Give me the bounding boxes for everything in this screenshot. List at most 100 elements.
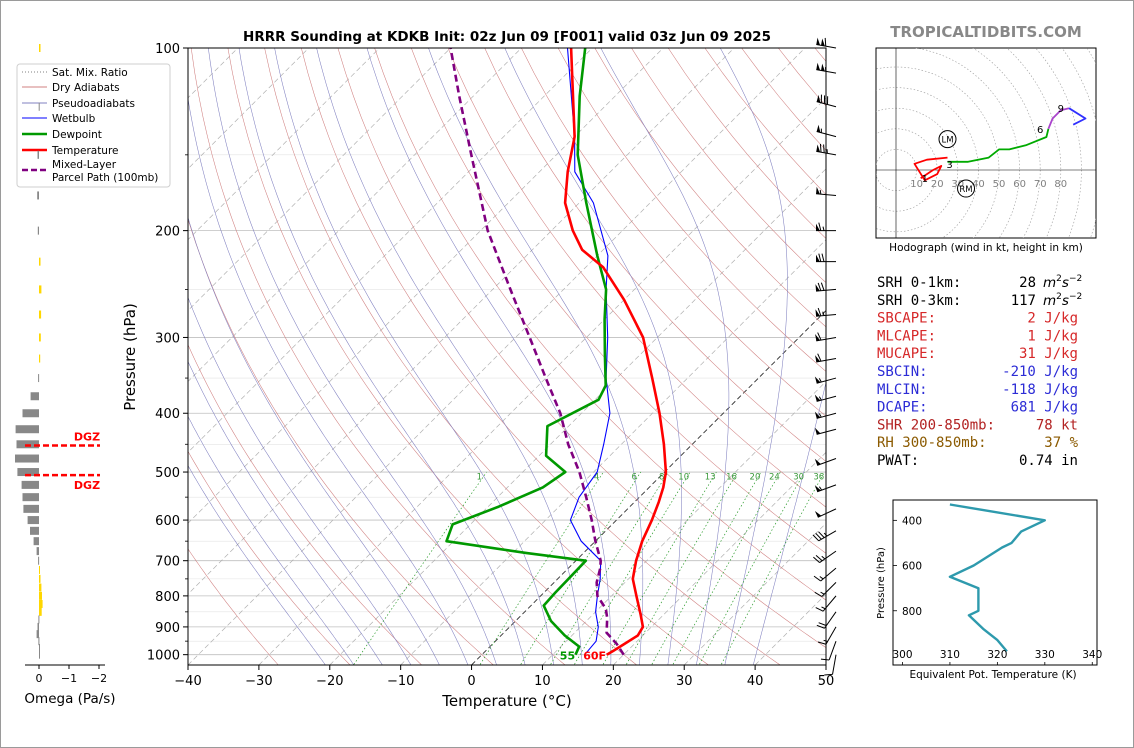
index-label: MLCAPE: xyxy=(877,328,936,344)
omega-panel: 0 −1 −2 DGZ DGZ xyxy=(15,44,107,685)
wind-barb xyxy=(814,484,837,493)
barb-full xyxy=(817,282,822,291)
barb-full xyxy=(818,531,825,538)
wind-barb xyxy=(815,332,837,342)
omega-bar xyxy=(27,516,39,525)
series-line-mixed-layer-parcel-path-100mb xyxy=(449,48,625,656)
barb-half xyxy=(818,413,822,418)
omega-bar xyxy=(39,607,42,616)
dgz-label: DGZ xyxy=(74,430,100,443)
index-value: -210 J/kg xyxy=(1002,364,1078,380)
skewt-series xyxy=(445,48,668,656)
hodograph-height-label: 1 xyxy=(922,174,928,185)
moist-adiabat xyxy=(504,48,682,665)
dry-adiabat xyxy=(594,48,826,328)
omega-bar xyxy=(22,493,39,502)
barb-flag xyxy=(821,38,825,47)
barb-full xyxy=(813,575,821,582)
isotherm xyxy=(188,48,522,382)
index-label: SBCAPE: xyxy=(877,311,936,327)
mixing-ratio-label: 24 xyxy=(769,472,780,482)
theta-e-x-tick-label: 340 xyxy=(1082,649,1102,661)
wind-barb xyxy=(816,94,837,108)
x-tick-label: −20 xyxy=(316,674,343,689)
x-tick-label: 50 xyxy=(818,674,835,689)
barb-full xyxy=(817,641,827,645)
omega-bar xyxy=(38,615,40,624)
index-unit: m2s−2 xyxy=(1043,292,1082,309)
wind-barb xyxy=(815,307,837,317)
barb-flag xyxy=(814,458,821,466)
isotherm xyxy=(613,451,826,665)
hodograph-segment xyxy=(1047,107,1070,130)
skewt-axes: −40 −30 −20 −10 0 10 20 30 40 50 100 200 300 400 500 60… xyxy=(147,42,834,689)
theta-e-x-label: Equivalent Pot. Temperature (K) xyxy=(909,669,1076,681)
barb-full xyxy=(817,353,822,362)
wind-barb xyxy=(824,654,837,676)
mixing-ratio-label: 6 xyxy=(631,472,636,482)
barb-flag xyxy=(814,510,822,518)
barb-flag xyxy=(816,223,820,231)
surface-temperature-label: 60F xyxy=(583,650,606,663)
barb-staff xyxy=(816,377,837,384)
mixing-ratio-line xyxy=(625,471,739,665)
wind-barb xyxy=(816,186,837,196)
omega-bar xyxy=(30,392,39,401)
omega-tick-label: 0 xyxy=(36,672,43,685)
wind-barb xyxy=(816,222,836,232)
omega-bar xyxy=(39,310,42,319)
barb-staff xyxy=(816,193,837,196)
hodograph-tick-label: 80 xyxy=(1054,179,1067,190)
barb-full xyxy=(823,144,825,153)
barb-half xyxy=(822,311,825,316)
barb-half xyxy=(818,396,822,401)
theta-e-y-tick-label: 800 xyxy=(902,606,922,618)
barb-staff xyxy=(816,358,837,363)
omega-bar xyxy=(39,599,43,608)
barb-staff xyxy=(821,582,837,597)
mixing-ratio-label: 20 xyxy=(750,472,761,482)
omega-bar xyxy=(38,637,40,646)
omega-bar xyxy=(15,425,40,434)
wind-barb xyxy=(817,626,837,645)
omega-bar xyxy=(39,257,41,266)
x-tick-label: 20 xyxy=(605,674,622,689)
barb-flag xyxy=(815,309,820,317)
index-label: RH 300-850mb: xyxy=(877,435,987,451)
theta-e-x-tick-label: 310 xyxy=(940,649,960,661)
barb-full xyxy=(818,253,822,262)
barb-full xyxy=(821,253,825,262)
mixing-ratio-label: 36 xyxy=(813,472,824,482)
dry-adiabat xyxy=(188,218,494,665)
omega-bar xyxy=(22,409,39,418)
barb-half xyxy=(823,532,828,537)
omega-bar xyxy=(30,526,39,535)
index-label: SRH 0-3km: xyxy=(877,293,961,309)
omega-bar xyxy=(36,630,39,639)
moist-adiabat xyxy=(600,48,730,665)
barb-half xyxy=(818,378,822,383)
wind-barb xyxy=(815,282,837,292)
x-tick-label: −30 xyxy=(245,674,272,689)
omega-bar xyxy=(37,226,39,235)
omega-bar xyxy=(15,454,39,463)
dry-adiabat xyxy=(521,48,826,417)
x-tick-label: −10 xyxy=(387,674,414,689)
mixing-ratio-label: 4 xyxy=(594,472,599,482)
hodograph-tick-label: 30 xyxy=(951,179,964,190)
theta-e-y-label: Pressure (hPa) xyxy=(876,547,887,619)
legend-label: Dewpoint xyxy=(52,129,102,141)
legend: Sat. Mix. Ratio Dry Adiabats Pseudoadiabat… xyxy=(16,63,171,188)
barb-full xyxy=(816,624,825,629)
index-value: 117 xyxy=(1011,293,1036,309)
moist-adiabat xyxy=(719,48,788,665)
barb-staff xyxy=(816,395,837,402)
barb-half xyxy=(818,486,823,491)
storm-motion-marker xyxy=(957,179,976,198)
mixing-ratio-line xyxy=(549,471,669,665)
watermark: TROPICALTIDBITS.COM xyxy=(890,23,1082,41)
theta-e-x-tick-label: 320 xyxy=(987,649,1007,661)
index-label: SHR 200-850mb: xyxy=(877,417,995,433)
barb-staff xyxy=(816,336,837,342)
omega-bar xyxy=(37,191,39,200)
